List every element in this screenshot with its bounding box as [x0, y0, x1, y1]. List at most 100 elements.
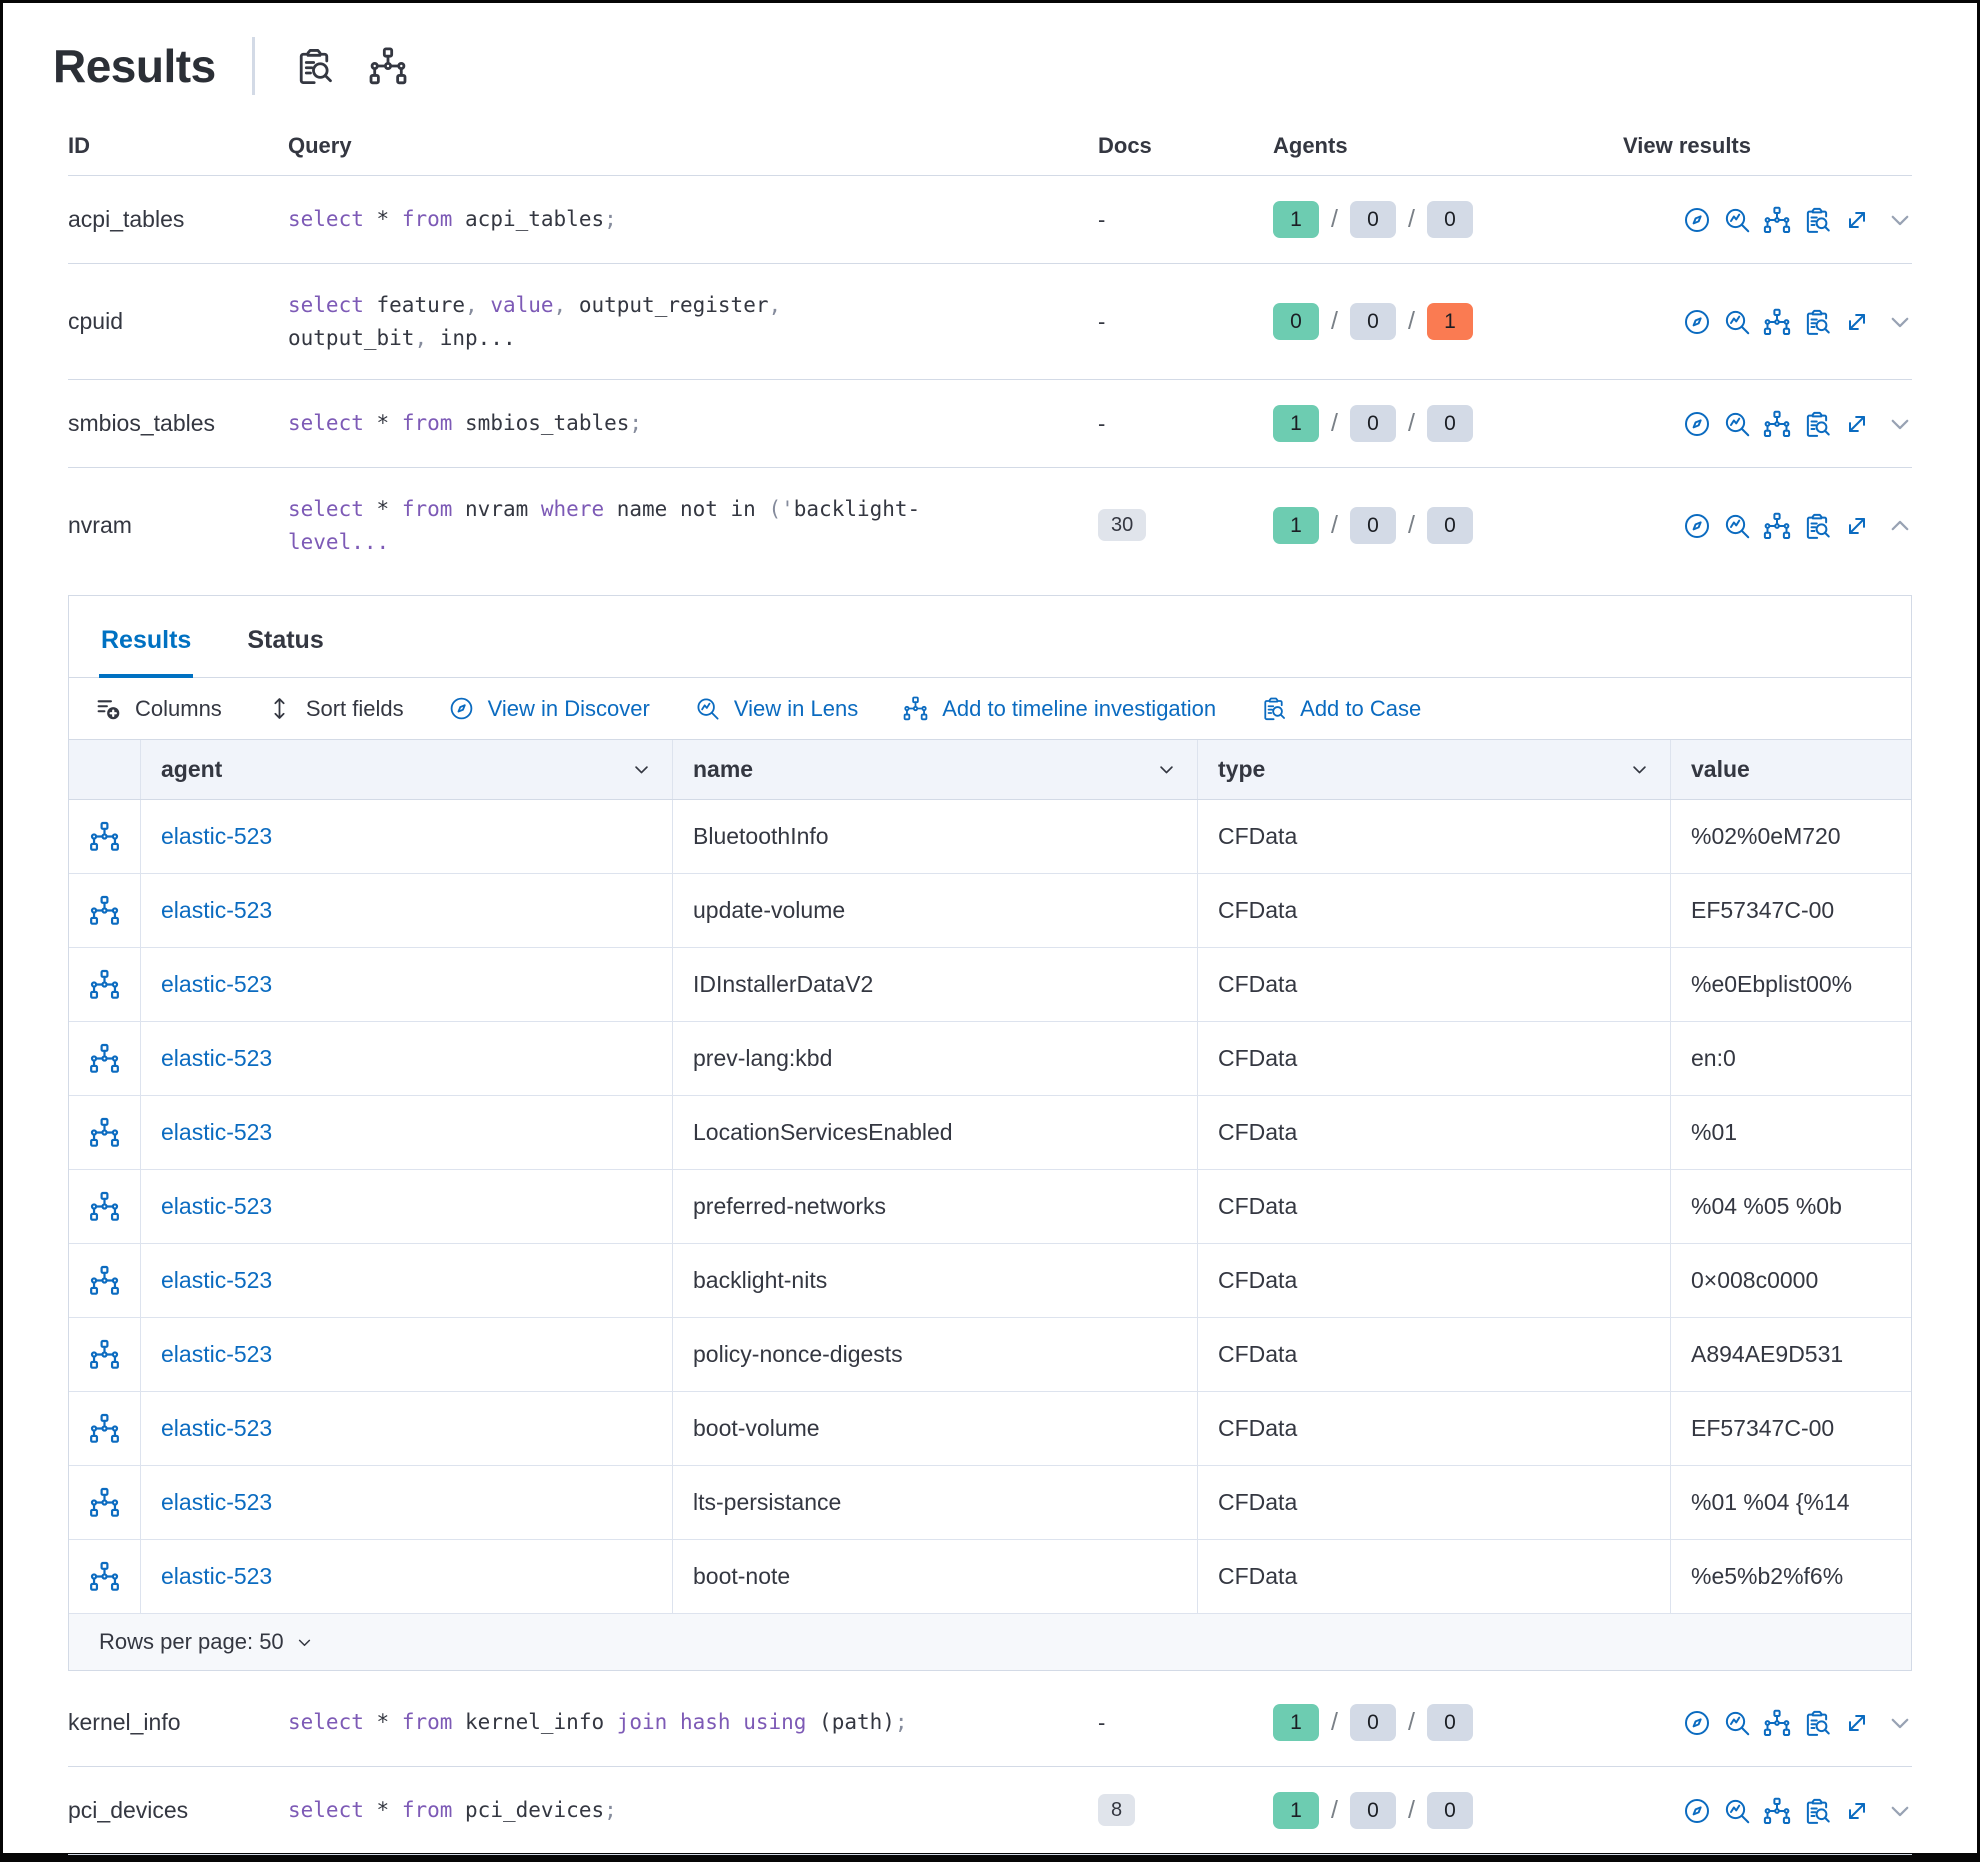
query-id: pci_devices: [68, 1797, 189, 1824]
result-type: CFData: [1198, 874, 1671, 948]
add-to-case-button[interactable]: Add to Case: [1260, 695, 1421, 722]
agent-link[interactable]: elastic-523: [161, 1415, 273, 1442]
panel-toolbar: Columns Sort fields View in Discover Vie…: [69, 678, 1911, 741]
result-row: elastic-523 policy-nonce-digests CFData …: [69, 1318, 1911, 1393]
grid-column-header-agent[interactable]: agent: [141, 740, 673, 800]
query-sql: select * from nvram where name not in ('…: [288, 497, 921, 554]
agent-link[interactable]: elastic-523: [161, 1267, 273, 1294]
grid-footer: Rows per page: 50: [69, 1614, 1911, 1671]
result-name: backlight-nits: [673, 1244, 1198, 1318]
result-value: %01: [1691, 1119, 1738, 1146]
query-id: kernel_info: [68, 1709, 181, 1736]
docs-count: 30: [1098, 509, 1147, 542]
docs-count: -: [1098, 308, 1106, 334]
results-table-header-row: ID Query Docs Agents View results: [68, 113, 1912, 176]
agent-link[interactable]: elastic-523: [161, 897, 273, 924]
agents-status: 1/0/0: [1273, 405, 1623, 443]
query-sql: select * from kernel_info join hash usin…: [288, 1710, 908, 1735]
query-row: cpuid select feature, value, output_regi…: [68, 264, 1912, 381]
query-sql: select * from pci_devices;: [288, 1798, 617, 1823]
result-type: CFData: [1198, 1170, 1671, 1244]
agents-status: 1/0/0: [1273, 1704, 1623, 1742]
docs-count: -: [1098, 206, 1106, 232]
query-sql: select * from smbios_tables;: [288, 411, 643, 436]
result-value: EF57347C-00: [1691, 897, 1835, 924]
result-type: CFData: [1198, 948, 1671, 1022]
agent-link[interactable]: elastic-523: [161, 1563, 273, 1590]
column-header-view-results: View results: [1623, 133, 1751, 158]
query-row: kernel_info select * from kernel_info jo…: [68, 1679, 1912, 1768]
query-sql: select feature, value, output_register, …: [288, 293, 782, 350]
rows-per-page-button[interactable]: Rows per page: 50: [93, 1628, 320, 1656]
result-value: %01 %04 {%14: [1691, 1489, 1850, 1516]
grid-column-header-type[interactable]: type: [1198, 740, 1671, 800]
result-value: en:0: [1691, 1045, 1736, 1072]
query-sql: select * from acpi_tables;: [288, 207, 617, 232]
result-value: %e0Ebplist00%: [1691, 971, 1853, 998]
agent-link[interactable]: elastic-523: [161, 823, 273, 850]
result-name: LocationServicesEnabled: [673, 1096, 1198, 1170]
page-header: Results: [3, 3, 1977, 113]
agent-link[interactable]: elastic-523: [161, 1489, 273, 1516]
result-row: elastic-523 preferred-networks CFData %0…: [69, 1170, 1911, 1245]
agent-link[interactable]: elastic-523: [161, 1193, 273, 1220]
view-in-discover-button[interactable]: View in Discover: [448, 695, 650, 722]
results-grid-body: elastic-523 BluetoothInfo CFData %02%0eM…: [69, 800, 1911, 1615]
result-row: elastic-523 prev-lang:kbd CFData en:0: [69, 1022, 1911, 1097]
docs-count: -: [1098, 410, 1106, 436]
toggle-details-icon[interactable]: [1886, 512, 1914, 540]
agents-status: 0/0/1: [1273, 303, 1623, 341]
result-name: policy-nonce-digests: [673, 1318, 1198, 1392]
result-value: %04 %05 %0b: [1691, 1193, 1842, 1220]
add-to-timeline-button[interactable]: Add to timeline investigation: [902, 695, 1216, 722]
grid-column-header-name[interactable]: name: [673, 740, 1198, 800]
query-id: cpuid: [68, 308, 123, 335]
result-value: %02%0eM720: [1691, 823, 1841, 850]
result-name: boot-note: [673, 1540, 1198, 1614]
query-row: acpi_tables select * from acpi_tables; -…: [68, 176, 1912, 264]
query-row: smbios_tables select * from smbios_table…: [68, 380, 1912, 469]
query-row: nvram select * from nvram where name not…: [68, 468, 1912, 583]
view-in-lens-button[interactable]: View in Lens: [694, 695, 858, 722]
agent-link[interactable]: elastic-523: [161, 971, 273, 998]
result-row: elastic-523 LocationServicesEnabled CFDa…: [69, 1096, 1911, 1171]
agent-link[interactable]: elastic-523: [161, 1341, 273, 1368]
sort-fields-button[interactable]: Sort fields: [266, 695, 404, 722]
results-table: ID Query Docs Agents View results acpi_t…: [68, 113, 1912, 1856]
docs-count: 8: [1098, 1794, 1136, 1827]
nvram-results-panel: Results Status Columns Sort fields View …: [68, 595, 1912, 1672]
docs-count: -: [1098, 1709, 1106, 1735]
result-row: elastic-523 boot-volume CFData EF57347C-…: [69, 1392, 1911, 1467]
result-row: elastic-523 boot-note CFData %e5%b2%f6%: [69, 1540, 1911, 1615]
result-value: %e5%b2%f6%: [1691, 1563, 1844, 1590]
result-value: 0×008c0000: [1691, 1267, 1819, 1294]
grid-control-column-header: [69, 740, 141, 800]
tab-status[interactable]: Status: [245, 596, 325, 677]
agents-status: 1/0/0: [1273, 201, 1623, 238]
result-type: CFData: [1198, 1318, 1671, 1392]
column-header-docs: Docs: [1098, 133, 1152, 158]
result-row: elastic-523 lts-persistance CFData %01 %…: [69, 1466, 1911, 1541]
columns-button[interactable]: Columns: [95, 695, 222, 722]
result-value: EF57347C-00: [1691, 1415, 1835, 1442]
result-name: boot-volume: [673, 1392, 1198, 1466]
agent-link[interactable]: elastic-523: [161, 1119, 273, 1146]
query-id: acpi_tables: [68, 206, 185, 232]
result-row: elastic-523 IDInstallerDataV2 CFData %e0…: [69, 948, 1911, 1023]
result-name: update-volume: [673, 874, 1198, 948]
page-title: Results: [53, 40, 216, 92]
result-name: IDInstallerDataV2: [673, 948, 1198, 1022]
result-type: CFData: [1198, 1244, 1671, 1318]
result-type: CFData: [1198, 1392, 1671, 1466]
result-row: elastic-523 backlight-nits CFData 0×008c…: [69, 1244, 1911, 1319]
agent-link[interactable]: elastic-523: [161, 1045, 273, 1072]
panel-tabs: Results Status: [69, 596, 1911, 679]
result-name: BluetoothInfo: [673, 800, 1198, 874]
result-name: preferred-networks: [673, 1170, 1198, 1244]
grid-column-header-value[interactable]: value: [1691, 756, 1750, 783]
result-row: elastic-523 update-volume CFData EF57347…: [69, 874, 1911, 949]
tab-results[interactable]: Results: [99, 596, 194, 679]
query-row: pci_devices select * from pci_devices; 8…: [68, 1767, 1912, 1856]
result-type: CFData: [1198, 1540, 1671, 1614]
results-grid-header: agent name type value: [69, 740, 1911, 801]
